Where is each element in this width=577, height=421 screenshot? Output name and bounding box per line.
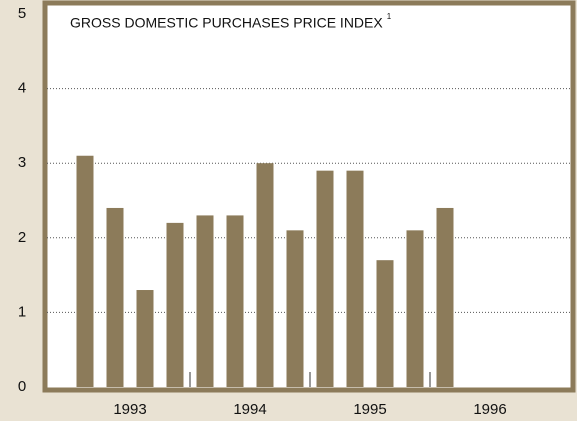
bar	[226, 215, 244, 387]
chart-title: GROSS DOMESTIC PURCHASES PRICE INDEX	[70, 15, 383, 31]
bar	[346, 170, 364, 387]
y-tick-label: 0	[18, 378, 26, 395]
y-tick-label: 5	[18, 5, 26, 22]
bar	[286, 230, 304, 387]
bar	[196, 215, 214, 387]
x-tick-label: 1993	[113, 401, 146, 418]
x-tick-label: 1996	[473, 401, 506, 418]
bar	[106, 207, 124, 387]
bar	[166, 222, 184, 387]
plot-frame	[42, 0, 576, 393]
bar	[136, 290, 154, 387]
bar	[406, 230, 424, 387]
y-tick-label: 2	[18, 229, 26, 246]
bar	[436, 207, 454, 387]
y-tick-label: 4	[18, 80, 26, 97]
y-tick-label: 1	[18, 303, 26, 320]
bar	[76, 155, 94, 387]
bar	[256, 163, 274, 387]
x-tick-label: 1995	[353, 401, 386, 418]
y-tick-label: 3	[18, 154, 26, 171]
bar	[316, 170, 334, 387]
x-tick-label: 1994	[233, 401, 266, 418]
bar	[376, 260, 394, 387]
title-note: 1	[387, 12, 392, 21]
